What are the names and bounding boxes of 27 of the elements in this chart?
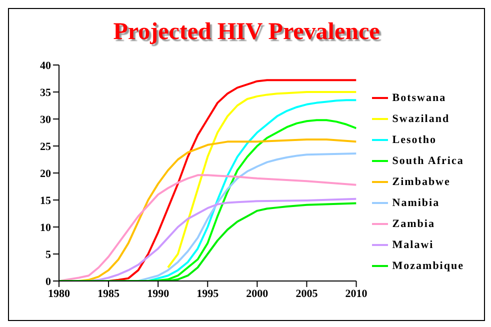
x-tick-label: 2000 [246, 288, 269, 300]
legend-label: Namibia [392, 197, 440, 209]
y-tick-label: 0 [46, 276, 52, 288]
y-tick-label: 5 [46, 248, 52, 261]
legend-label: Malawi [392, 239, 434, 251]
y-tick-label: 20 [40, 168, 52, 180]
y-tick-label: 35 [40, 86, 52, 99]
x-tick-label: 2010 [345, 288, 368, 300]
y-tick-label: 25 [40, 140, 52, 153]
legend-label: Lesotho [392, 134, 437, 146]
y-tick-label: 15 [40, 194, 52, 207]
y-tick-label: 30 [40, 114, 52, 126]
legend-label: Mozambique [392, 260, 464, 272]
x-tick-label: 1990 [147, 288, 170, 300]
chart-title: Projected HIV Prevalence [112, 19, 381, 47]
line-series [166, 91, 356, 268]
y-tick-label: 10 [40, 222, 52, 234]
legend-label: Zimbabwe [392, 176, 450, 188]
legend-label: South Africa [392, 155, 464, 167]
x-tick-label: 1995 [196, 288, 220, 300]
legend-label: Swaziland [392, 113, 450, 125]
x-tick-label: 1985 [98, 288, 120, 300]
legend-label: Zambia [392, 218, 435, 230]
legend-label: Botswana [392, 92, 446, 104]
x-tick-label: 2005 [296, 288, 318, 300]
x-tick-label: 1980 [48, 288, 70, 300]
y-tick-label: 40 [40, 60, 52, 72]
